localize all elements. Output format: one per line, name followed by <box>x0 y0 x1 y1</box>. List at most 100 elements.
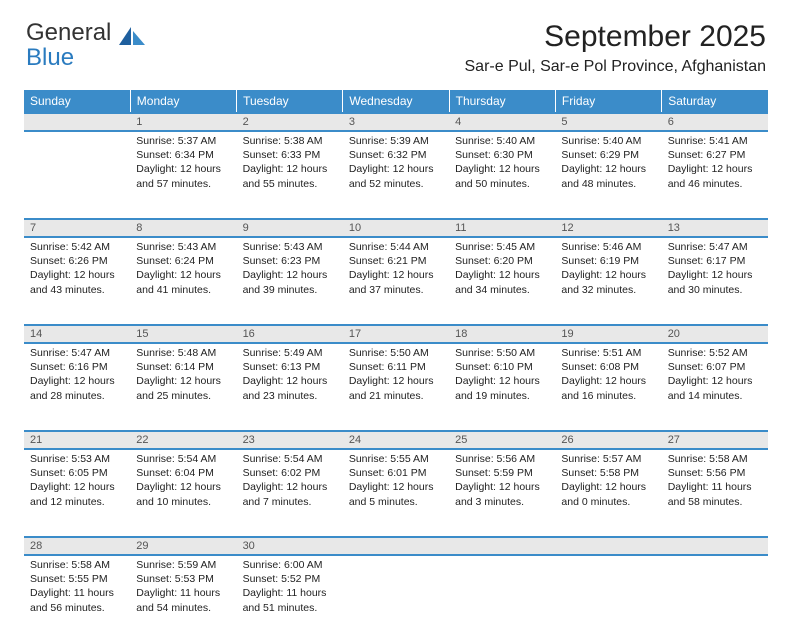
calendar-body: 123456 Sunrise: 5:37 AMSunset: 6:34 PM Day… <box>24 113 768 643</box>
cell-details: Sunrise: 5:57 AMSunset: 5:58 PMDaylight:… <box>555 450 661 513</box>
day-cell: Sunrise: 5:44 AMSunset: 6:21 PMDaylight:… <box>343 237 449 325</box>
cell-details: Sunrise: 5:50 AMSunset: 6:11 PMDaylight:… <box>343 344 449 407</box>
sunrise-line: Sunrise: 5:40 AM <box>455 134 549 148</box>
daylight-line: Daylight: 12 hours and 52 minutes. <box>349 162 443 190</box>
daylight-line: Daylight: 12 hours and 32 minutes. <box>561 268 655 296</box>
day-cell: Sunrise: 5:49 AMSunset: 6:13 PMDaylight:… <box>237 343 343 431</box>
daylight-line: Daylight: 12 hours and 48 minutes. <box>561 162 655 190</box>
weekday-header: Friday <box>555 90 661 113</box>
calendar-table: SundayMondayTuesdayWednesdayThursdayFrid… <box>24 90 768 643</box>
cell-details: Sunrise: 5:58 AMSunset: 5:56 PMDaylight:… <box>662 450 768 513</box>
day-cell: Sunrise: 5:58 AMSunset: 5:56 PMDaylight:… <box>662 449 768 537</box>
cell-details: Sunrise: 5:38 AMSunset: 6:33 PMDaylight:… <box>237 132 343 195</box>
cell-details: Sunrise: 5:50 AMSunset: 6:10 PMDaylight:… <box>449 344 555 407</box>
daylight-line: Daylight: 12 hours and 19 minutes. <box>455 374 549 402</box>
day-cell <box>555 555 661 643</box>
sunset-line: Sunset: 6:24 PM <box>136 254 230 268</box>
day-number: 21 <box>24 431 130 449</box>
sunset-line: Sunset: 6:30 PM <box>455 148 549 162</box>
day-cell: Sunrise: 5:47 AMSunset: 6:17 PMDaylight:… <box>662 237 768 325</box>
day-cell: Sunrise: 5:59 AMSunset: 5:53 PMDaylight:… <box>130 555 236 643</box>
cell-details: Sunrise: 5:47 AMSunset: 6:16 PMDaylight:… <box>24 344 130 407</box>
sunrise-line: Sunrise: 5:37 AM <box>136 134 230 148</box>
sunrise-line: Sunrise: 5:54 AM <box>136 452 230 466</box>
sunrise-line: Sunrise: 5:55 AM <box>349 452 443 466</box>
daylight-line: Daylight: 11 hours and 56 minutes. <box>30 586 124 614</box>
cell-details: Sunrise: 5:43 AMSunset: 6:24 PMDaylight:… <box>130 238 236 301</box>
daylight-line: Daylight: 12 hours and 28 minutes. <box>30 374 124 402</box>
day-number: 18 <box>449 325 555 343</box>
sunset-line: Sunset: 6:19 PM <box>561 254 655 268</box>
day-number: 9 <box>237 219 343 237</box>
cell-details: Sunrise: 5:56 AMSunset: 5:59 PMDaylight:… <box>449 450 555 513</box>
day-cell <box>449 555 555 643</box>
day-number: 3 <box>343 113 449 131</box>
day-cell: Sunrise: 5:53 AMSunset: 6:05 PMDaylight:… <box>24 449 130 537</box>
sunrise-line: Sunrise: 5:51 AM <box>561 346 655 360</box>
day-number: 22 <box>130 431 236 449</box>
day-cell: Sunrise: 5:48 AMSunset: 6:14 PMDaylight:… <box>130 343 236 431</box>
day-cell: Sunrise: 5:46 AMSunset: 6:19 PMDaylight:… <box>555 237 661 325</box>
sunrise-line: Sunrise: 5:39 AM <box>349 134 443 148</box>
day-number: 15 <box>130 325 236 343</box>
sunset-line: Sunset: 6:02 PM <box>243 466 337 480</box>
cell-details: Sunrise: 6:00 AMSunset: 5:52 PMDaylight:… <box>237 556 343 619</box>
cell-details: Sunrise: 5:53 AMSunset: 6:05 PMDaylight:… <box>24 450 130 513</box>
sunrise-line: Sunrise: 5:50 AM <box>455 346 549 360</box>
sunrise-line: Sunrise: 5:44 AM <box>349 240 443 254</box>
daynum-row: 14151617181920 <box>24 325 768 343</box>
brand-line2: Blue <box>26 44 74 71</box>
sunset-line: Sunset: 6:34 PM <box>136 148 230 162</box>
sunrise-line: Sunrise: 5:41 AM <box>668 134 762 148</box>
day-cell: Sunrise: 5:56 AMSunset: 5:59 PMDaylight:… <box>449 449 555 537</box>
day-cell: Sunrise: 5:54 AMSunset: 6:02 PMDaylight:… <box>237 449 343 537</box>
brand-logo: General Blue <box>26 20 147 70</box>
title-block: September 2025 Sar-e Pul, Sar-e Pol Prov… <box>465 20 767 76</box>
detail-row: Sunrise: 5:42 AMSunset: 6:26 PMDaylight:… <box>24 237 768 325</box>
detail-row: Sunrise: 5:58 AMSunset: 5:55 PMDaylight:… <box>24 555 768 643</box>
brand-line1: General <box>26 19 111 46</box>
sunrise-line: Sunrise: 5:48 AM <box>136 346 230 360</box>
sunset-line: Sunset: 5:56 PM <box>668 466 762 480</box>
day-number: 4 <box>449 113 555 131</box>
day-cell: Sunrise: 5:41 AMSunset: 6:27 PMDaylight:… <box>662 131 768 219</box>
daylight-line: Daylight: 12 hours and 39 minutes. <box>243 268 337 296</box>
sunset-line: Sunset: 6:01 PM <box>349 466 443 480</box>
sunset-line: Sunset: 6:05 PM <box>30 466 124 480</box>
day-cell <box>662 555 768 643</box>
daynum-row: 78910111213 <box>24 219 768 237</box>
daylight-line: Daylight: 12 hours and 7 minutes. <box>243 480 337 508</box>
cell-details: Sunrise: 5:51 AMSunset: 6:08 PMDaylight:… <box>555 344 661 407</box>
sunset-line: Sunset: 5:58 PM <box>561 466 655 480</box>
cell-details: Sunrise: 5:41 AMSunset: 6:27 PMDaylight:… <box>662 132 768 195</box>
day-cell <box>343 555 449 643</box>
day-number <box>555 537 661 555</box>
daylight-line: Daylight: 12 hours and 46 minutes. <box>668 162 762 190</box>
day-number: 17 <box>343 325 449 343</box>
day-cell: Sunrise: 5:51 AMSunset: 6:08 PMDaylight:… <box>555 343 661 431</box>
sunset-line: Sunset: 6:16 PM <box>30 360 124 374</box>
cell-details: Sunrise: 5:44 AMSunset: 6:21 PMDaylight:… <box>343 238 449 301</box>
day-cell: Sunrise: 5:52 AMSunset: 6:07 PMDaylight:… <box>662 343 768 431</box>
sunset-line: Sunset: 6:11 PM <box>349 360 443 374</box>
daynum-row: 123456 <box>24 113 768 131</box>
sunrise-line: Sunrise: 5:45 AM <box>455 240 549 254</box>
cell-details: Sunrise: 5:54 AMSunset: 6:02 PMDaylight:… <box>237 450 343 513</box>
day-number: 12 <box>555 219 661 237</box>
sunset-line: Sunset: 6:08 PM <box>561 360 655 374</box>
day-number: 14 <box>24 325 130 343</box>
day-number: 20 <box>662 325 768 343</box>
day-number: 24 <box>343 431 449 449</box>
detail-row: Sunrise: 5:53 AMSunset: 6:05 PMDaylight:… <box>24 449 768 537</box>
day-number: 23 <box>237 431 343 449</box>
day-cell: Sunrise: 6:00 AMSunset: 5:52 PMDaylight:… <box>237 555 343 643</box>
cell-details: Sunrise: 5:45 AMSunset: 6:20 PMDaylight:… <box>449 238 555 301</box>
sunset-line: Sunset: 6:17 PM <box>668 254 762 268</box>
day-number <box>449 537 555 555</box>
sunset-line: Sunset: 6:07 PM <box>668 360 762 374</box>
day-cell <box>24 131 130 219</box>
sunset-line: Sunset: 6:23 PM <box>243 254 337 268</box>
sunrise-line: Sunrise: 5:56 AM <box>455 452 549 466</box>
sunrise-line: Sunrise: 5:42 AM <box>30 240 124 254</box>
day-cell: Sunrise: 5:43 AMSunset: 6:23 PMDaylight:… <box>237 237 343 325</box>
